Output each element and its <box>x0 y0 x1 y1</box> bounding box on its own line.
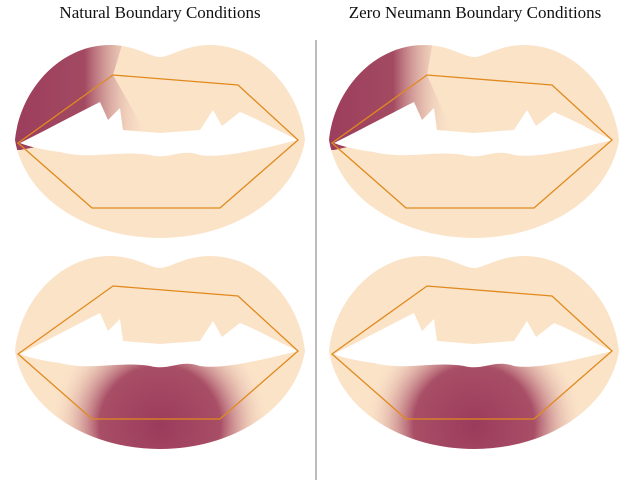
lip-panel <box>329 256 619 449</box>
lip-panel <box>15 45 305 238</box>
lip-panel <box>15 256 305 449</box>
column-title: Zero Neumann Boundary Conditions <box>349 3 602 22</box>
column-title: Natural Boundary Conditions <box>59 3 260 22</box>
lip-panel <box>329 45 619 238</box>
